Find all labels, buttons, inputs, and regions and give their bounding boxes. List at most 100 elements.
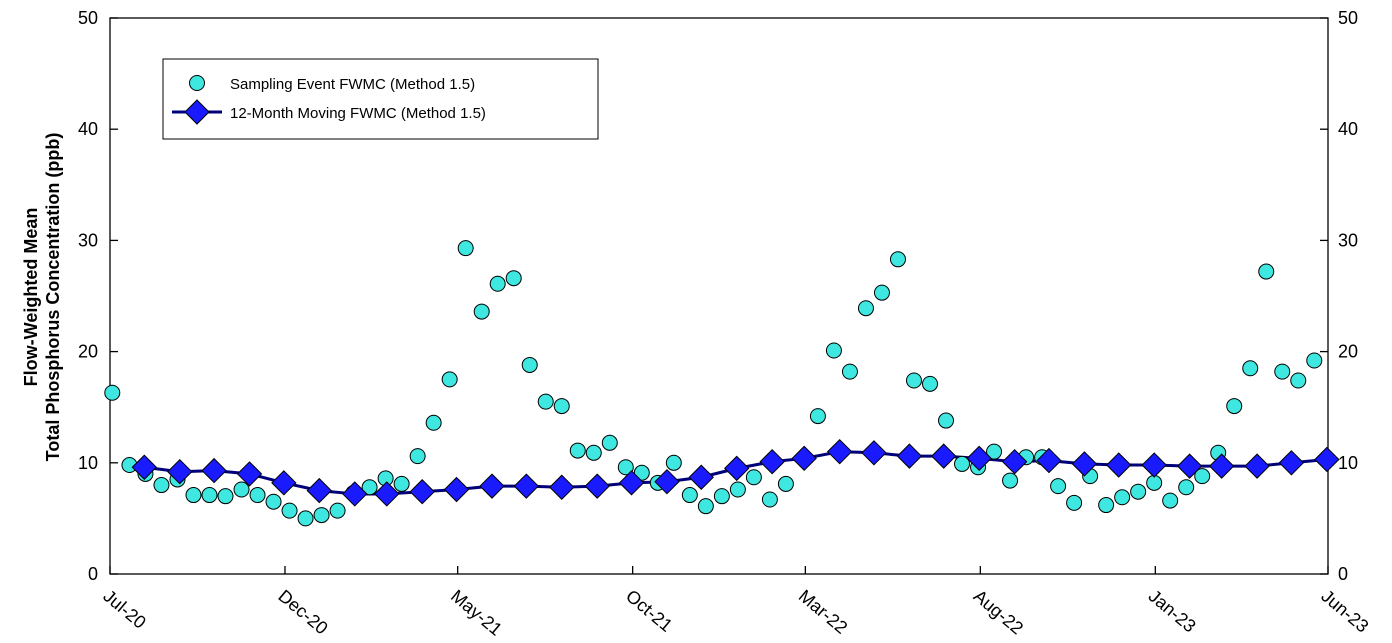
data-point-sampling-event xyxy=(922,375,939,392)
data-point-sampling-event xyxy=(617,459,634,476)
data-point-sampling-event xyxy=(1114,489,1131,506)
data-point-sampling-event xyxy=(713,488,730,505)
data-point-moving-fwmc xyxy=(861,440,887,466)
data-point-moving-fwmc xyxy=(271,470,297,496)
data-point-sampling-event xyxy=(1130,483,1147,500)
data-point-sampling-event xyxy=(425,414,442,431)
data-point-moving-fwmc xyxy=(1141,452,1167,478)
data-point-sampling-event xyxy=(809,408,826,425)
y-tick-label-left: 20 xyxy=(78,342,98,362)
data-point-sampling-event xyxy=(313,507,330,524)
data-point-sampling-event xyxy=(553,398,570,415)
data-point-moving-fwmc xyxy=(896,443,923,469)
data-point-sampling-event xyxy=(745,469,762,486)
data-point-sampling-event xyxy=(986,443,1003,460)
data-point-sampling-event xyxy=(729,481,746,498)
y-axis-title-line-2: Total Phosphorus Concentration (ppb) xyxy=(43,133,63,462)
data-point-sampling-event xyxy=(938,412,955,429)
data-point-sampling-event xyxy=(633,464,650,481)
y-tick-label-left: 50 xyxy=(78,8,98,28)
legend-box xyxy=(162,58,599,140)
data-point-sampling-event xyxy=(201,487,218,504)
data-point-sampling-event xyxy=(825,342,842,359)
data-point-sampling-event xyxy=(761,491,778,508)
y-tick-label-right: 30 xyxy=(1338,230,1358,250)
data-point-sampling-event xyxy=(505,270,522,287)
y-tick-label-right: 40 xyxy=(1338,119,1358,139)
data-point-sampling-event xyxy=(889,251,906,268)
data-point-sampling-event xyxy=(441,371,458,388)
data-point-sampling-event xyxy=(905,372,922,389)
data-point-moving-fwmc xyxy=(1036,447,1062,474)
data-point-sampling-event xyxy=(297,510,314,527)
y-tick-label-left: 10 xyxy=(78,453,98,473)
plot-frame xyxy=(109,17,1329,575)
data-point-sampling-event xyxy=(233,481,250,498)
data-point-sampling-event xyxy=(153,477,170,494)
data-point-sampling-event xyxy=(457,240,474,257)
data-point-sampling-event xyxy=(697,498,714,515)
data-point-moving-fwmc xyxy=(724,455,750,482)
data-point-moving-fwmc xyxy=(966,445,992,472)
data-point-sampling-event xyxy=(569,442,586,459)
data-point-sampling-event xyxy=(681,487,698,504)
data-point-sampling-event xyxy=(1162,492,1179,509)
data-point-sampling-event xyxy=(857,300,874,317)
data-point-moving-fwmc xyxy=(1278,450,1305,476)
y-tick-label-right: 10 xyxy=(1338,453,1358,473)
data-point-moving-fwmc xyxy=(1071,451,1098,477)
data-point-moving-fwmc xyxy=(131,454,158,480)
data-point-moving-fwmc xyxy=(791,445,817,472)
data-point-moving-fwmc xyxy=(826,438,853,465)
data-point-sampling-event xyxy=(537,393,554,410)
data-point-sampling-event xyxy=(217,488,234,505)
legend-marker-moving xyxy=(184,99,210,125)
data-point-moving-fwmc xyxy=(759,448,785,475)
data-point-moving-fwmc xyxy=(584,473,610,499)
data-point-moving-fwmc xyxy=(306,477,332,504)
y-tick-label-left: 30 xyxy=(78,230,98,250)
data-point-moving-fwmc xyxy=(549,474,575,500)
data-point-sampling-event xyxy=(1226,398,1243,415)
data-point-sampling-event xyxy=(489,275,506,292)
data-point-moving-fwmc xyxy=(1314,446,1340,473)
data-point-sampling-event xyxy=(1050,478,1067,495)
data-point-sampling-event xyxy=(249,487,266,504)
data-point-moving-fwmc xyxy=(443,476,470,503)
y-tick-label-left: 0 xyxy=(88,564,98,584)
data-point-sampling-event xyxy=(1098,497,1115,514)
y-tick-label-left: 40 xyxy=(78,119,98,139)
data-point-sampling-event xyxy=(1258,263,1275,280)
data-point-sampling-event xyxy=(1306,352,1323,369)
data-point-sampling-event xyxy=(777,475,794,492)
data-point-sampling-event xyxy=(361,479,378,496)
legend-label-moving: 12-Month Moving FWMC (Method 1.5) xyxy=(230,105,486,122)
data-point-moving-fwmc xyxy=(688,464,714,490)
legend-label-sampling: Sampling Event FWMC (Method 1.5) xyxy=(230,76,475,93)
legend: Sampling Event FWMC (Method 1.5) 12-Mont… xyxy=(162,58,599,140)
data-point-moving-fwmc xyxy=(409,479,435,505)
data-point-sampling-event xyxy=(265,493,282,510)
data-point-sampling-event xyxy=(873,284,890,301)
data-point-moving-fwmc xyxy=(1208,453,1235,479)
data-point-sampling-event xyxy=(281,502,298,519)
data-point-sampling-event xyxy=(104,384,121,401)
data-point-sampling-event xyxy=(1178,479,1195,496)
data-point-moving-fwmc xyxy=(479,473,505,499)
legend-marker-sampling xyxy=(189,75,205,91)
data-point-sampling-event xyxy=(954,455,971,472)
data-point-sampling-event xyxy=(1066,494,1083,511)
data-point-sampling-event xyxy=(473,303,490,320)
data-point-sampling-event xyxy=(393,475,410,492)
data-point-sampling-event xyxy=(601,434,618,451)
data-point-moving-fwmc xyxy=(1244,453,1270,479)
data-point-moving-fwmc xyxy=(342,481,368,507)
y-axis-title-line-1: Flow-Weighted Mean xyxy=(21,208,41,387)
data-point-sampling-event xyxy=(1290,372,1307,389)
data-point-sampling-event xyxy=(1274,363,1291,380)
data-point-sampling-event xyxy=(841,363,858,380)
data-point-moving-fwmc xyxy=(654,468,680,495)
data-markers xyxy=(104,240,1340,527)
data-point-sampling-event xyxy=(521,356,538,373)
